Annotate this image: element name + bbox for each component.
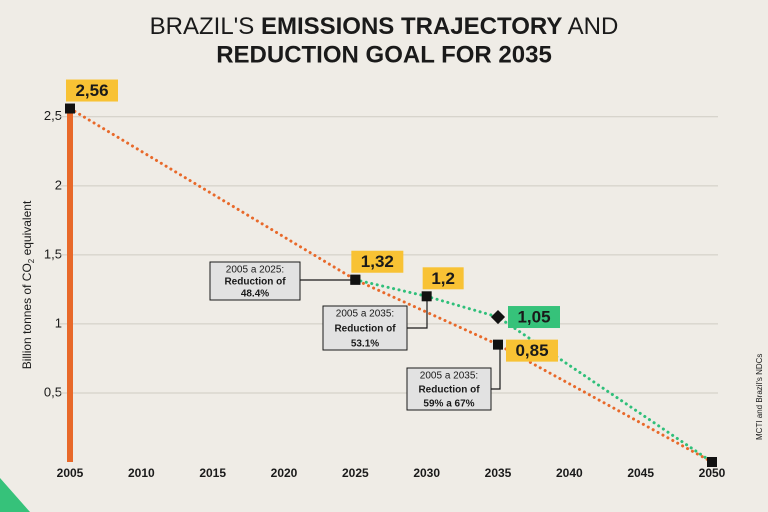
value-label-bg	[66, 79, 118, 102]
x-tick-label: 2015	[199, 466, 226, 480]
value-label: 2,56	[75, 81, 108, 100]
y-label-part: Billion tonnes of CO	[20, 263, 34, 369]
value-label: 1,2	[431, 269, 455, 288]
x-tick-label: 2040	[556, 466, 583, 480]
x-tick-label: 2005	[57, 466, 84, 480]
title-part: BRAZIL'S	[150, 13, 261, 40]
chart-title: REDUCTION GOAL FOR 2035	[216, 41, 552, 68]
series-line	[68, 107, 714, 464]
annotation-box	[209, 261, 301, 301]
annotation-text: 48.4%	[241, 289, 269, 300]
annotation-text: 53.1%	[351, 339, 379, 350]
value-label-bg	[351, 250, 404, 273]
y-tick-label: 1	[55, 315, 62, 330]
y-tick-label: 2,5	[44, 108, 62, 123]
x-tick-label: 2010	[128, 466, 155, 480]
annotation-connector	[407, 296, 428, 329]
y-tick-label: 2	[55, 177, 62, 192]
value-label-bg	[422, 267, 464, 290]
annotation-text: 59% a 67%	[423, 399, 474, 410]
x-tick-label: 2050	[699, 466, 726, 480]
y-axis-label: Billion tonnes of CO2 equivalent	[20, 200, 36, 369]
annotation-text: 2005 a 2035:	[336, 309, 394, 320]
x-tick-label: 2045	[627, 466, 654, 480]
x-tick-label: 2025	[342, 466, 369, 480]
point-marker	[421, 291, 432, 302]
y-label-part: equivalent	[20, 200, 34, 259]
point-marker	[350, 274, 361, 285]
annotation-text: 2005 a 2025:	[226, 265, 284, 276]
value-label: 1,05	[517, 308, 550, 327]
y-tick-label: 0,5	[44, 384, 62, 399]
x-tick-label: 2020	[271, 466, 298, 480]
title-part: AND	[562, 13, 618, 40]
point-marker	[65, 103, 75, 114]
annotation-text: Reduction of	[334, 324, 396, 335]
annotation-text: Reduction of	[224, 277, 286, 288]
title-part: EMISSIONS TRAJECTORY	[261, 13, 562, 40]
annotation-text: Reduction of	[418, 385, 480, 396]
annotation-box	[322, 305, 408, 351]
start-bar	[67, 108, 73, 463]
source: MCTI and Brazil's NDCs	[755, 354, 764, 440]
value-label-bg	[506, 339, 558, 362]
chart-title: BRAZIL'S EMISSIONS TRAJECTORY AND	[150, 13, 619, 40]
annotation-text: 2005 a 2035:	[420, 371, 478, 382]
corner-decoration	[0, 478, 30, 512]
value-label: 1,32	[361, 252, 394, 271]
point-marker	[490, 309, 506, 325]
x-tick-label: 2035	[485, 466, 512, 480]
point-marker	[493, 339, 503, 350]
value-label-bg	[508, 306, 560, 329]
point-marker	[707, 457, 717, 467]
value-label: 0,85	[515, 341, 548, 360]
y-tick-label: 1,5	[44, 246, 62, 261]
y-label-part: 2	[27, 258, 36, 263]
annotation-box	[406, 367, 492, 411]
x-tick-label: 2030	[413, 466, 440, 480]
annotation-connector	[491, 343, 501, 390]
